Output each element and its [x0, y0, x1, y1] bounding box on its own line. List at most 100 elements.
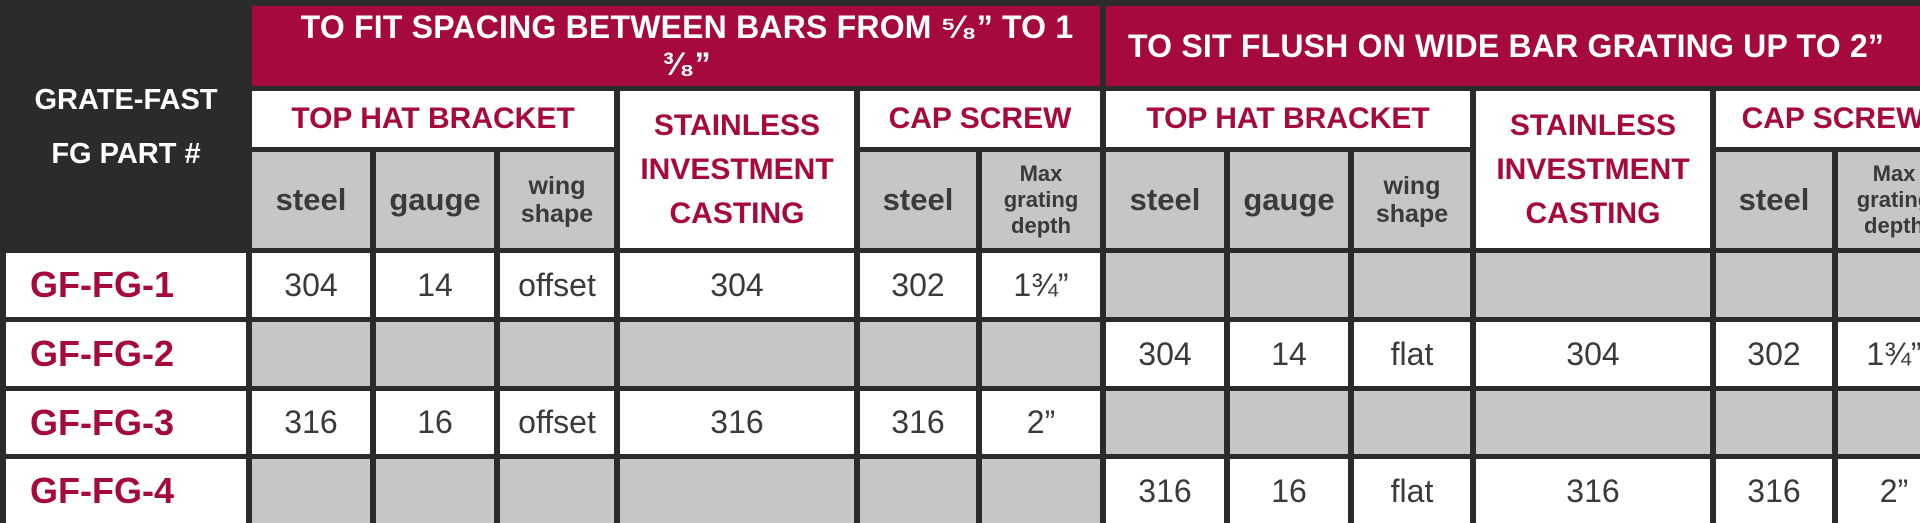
cell-value: flat [1390, 335, 1434, 372]
cell-value: 304 [1138, 335, 1192, 372]
subheader-label-line1: wing [1383, 172, 1441, 200]
table-cell: 316 [860, 391, 976, 454]
part-number-cell: GF-FG-3 [6, 391, 246, 454]
cell-value: 302 [891, 266, 945, 303]
table-cell: 316 [1716, 459, 1832, 523]
table-cell: 14 [376, 253, 494, 317]
subheader-label-line2: grating [1003, 187, 1079, 212]
cell-value: 2” [1879, 472, 1909, 509]
cell-value: 304 [710, 266, 764, 303]
subheader-gauge: gauge [1230, 152, 1348, 248]
table-cell: 16 [376, 391, 494, 454]
subheader-label: gauge [389, 182, 481, 217]
empty-cell [1230, 253, 1348, 317]
table-cell: flat [1354, 459, 1470, 523]
empty-cell [252, 459, 370, 523]
cell-value: 304 [1566, 335, 1620, 372]
subheader-label: steel [1129, 182, 1201, 217]
subheader-label-line1: wing [528, 172, 586, 200]
subheader-label-line2: shape [1375, 200, 1449, 228]
table-cell: offset [500, 391, 614, 454]
table-cell: 14 [1230, 322, 1348, 386]
cell-value: 316 [891, 404, 945, 440]
cell-value: 2” [1026, 404, 1056, 440]
part-number: GF-FG-3 [30, 401, 174, 443]
table-cell: offset [500, 253, 614, 317]
part-number-cell: GF-FG-1 [6, 253, 246, 317]
part-number: GF-FG-4 [30, 470, 174, 511]
part-number: GF-FG-2 [30, 333, 174, 374]
subheader-label-line3: depth [1864, 213, 1920, 238]
cell-value: 316 [1747, 472, 1801, 509]
subheader-label-line2: grating [1856, 187, 1920, 212]
table-cell: flat [1354, 322, 1470, 386]
cell-value: 1¾” [1866, 335, 1920, 372]
table-cell: 302 [1716, 322, 1832, 386]
subheader-gauge: gauge [376, 152, 494, 248]
subheader-wing-shape: wing shape [500, 152, 614, 248]
part-number-cell: GF-FG-4 [6, 459, 246, 523]
table-cell: 316 [1476, 459, 1710, 523]
cell-value: 14 [417, 266, 453, 303]
banner-left-text: TO FIT SPACING BETWEEN BARS FROM ⁵⁄₈” TO… [300, 9, 1074, 82]
group-label: CAP SCREW [888, 102, 1072, 135]
subheader-max-grating-depth: Max grating depth [982, 152, 1100, 248]
subheader-label: steel [275, 182, 347, 217]
empty-cell [1476, 391, 1710, 454]
cell-value: 16 [417, 404, 453, 440]
group-cap-screw-left: CAP SCREW [860, 91, 1100, 147]
subheader-max-grating-depth: Max grating depth [1838, 152, 1920, 248]
cell-value: 316 [284, 404, 338, 440]
empty-cell [860, 322, 976, 386]
empty-cell [500, 459, 614, 523]
empty-cell [1838, 253, 1920, 317]
empty-cell [620, 459, 854, 523]
table-cell: 1¾” [982, 253, 1100, 317]
empty-cell [1716, 391, 1832, 454]
cell-value: 302 [1747, 335, 1801, 372]
empty-cell [500, 322, 614, 386]
subheader-label: steel [1738, 182, 1810, 217]
group-label: TOP HAT BRACKET [1146, 102, 1430, 135]
group-top-hat-bracket-right: TOP HAT BRACKET [1106, 91, 1470, 147]
group-top-hat-bracket-left: TOP HAT BRACKET [252, 91, 614, 147]
table-cell: 302 [860, 253, 976, 317]
table-cell: 304 [1106, 322, 1224, 386]
empty-cell [982, 459, 1100, 523]
group-label-line1: STAINLESS [1509, 108, 1677, 142]
table-cell: 2” [982, 391, 1100, 454]
empty-cell [1354, 391, 1470, 454]
subheader-label: steel [882, 182, 954, 217]
table-cell: 316 [1106, 459, 1224, 523]
subheader-wing-shape: wing shape [1354, 152, 1470, 248]
subheader-steel: steel [1106, 152, 1224, 248]
part-number-cell: GF-FG-2 [6, 322, 246, 386]
table-cell: 2” [1838, 459, 1920, 523]
subheader-label: gauge [1243, 182, 1335, 217]
empty-cell [620, 322, 854, 386]
table-cell: 304 [620, 253, 854, 317]
table-cell: 316 [620, 391, 854, 454]
subheader-label-line2: shape [520, 200, 594, 228]
group-label-line3: CASTING [1525, 196, 1661, 230]
group-label-line1: STAINLESS [653, 108, 821, 142]
subheader-label-line1: Max [1872, 161, 1916, 186]
empty-cell [860, 459, 976, 523]
banner-wide-bar-grating: TO SIT FLUSH ON WIDE BAR GRATING UP TO 2… [1106, 6, 1920, 86]
part-number: GF-FG-1 [30, 264, 174, 305]
part-number-header-line1: GRATE-FAST [34, 84, 218, 116]
banner-spacing-between-bars: TO FIT SPACING BETWEEN BARS FROM ⁵⁄₈” TO… [252, 6, 1100, 86]
part-number-header-line2: FG PART # [51, 138, 201, 170]
empty-cell [1106, 391, 1224, 454]
empty-cell [252, 322, 370, 386]
cell-value: 14 [1271, 335, 1307, 372]
subheader-steel: steel [252, 152, 370, 248]
empty-cell [1354, 253, 1470, 317]
banner-right-text: TO SIT FLUSH ON WIDE BAR GRATING UP TO 2… [1128, 27, 1885, 64]
table-cell: 16 [1230, 459, 1348, 523]
group-label: CAP SCREW [1741, 102, 1920, 135]
empty-cell [1716, 253, 1832, 317]
group-label: TOP HAT BRACKET [291, 102, 575, 135]
cell-value: offset [518, 266, 596, 303]
